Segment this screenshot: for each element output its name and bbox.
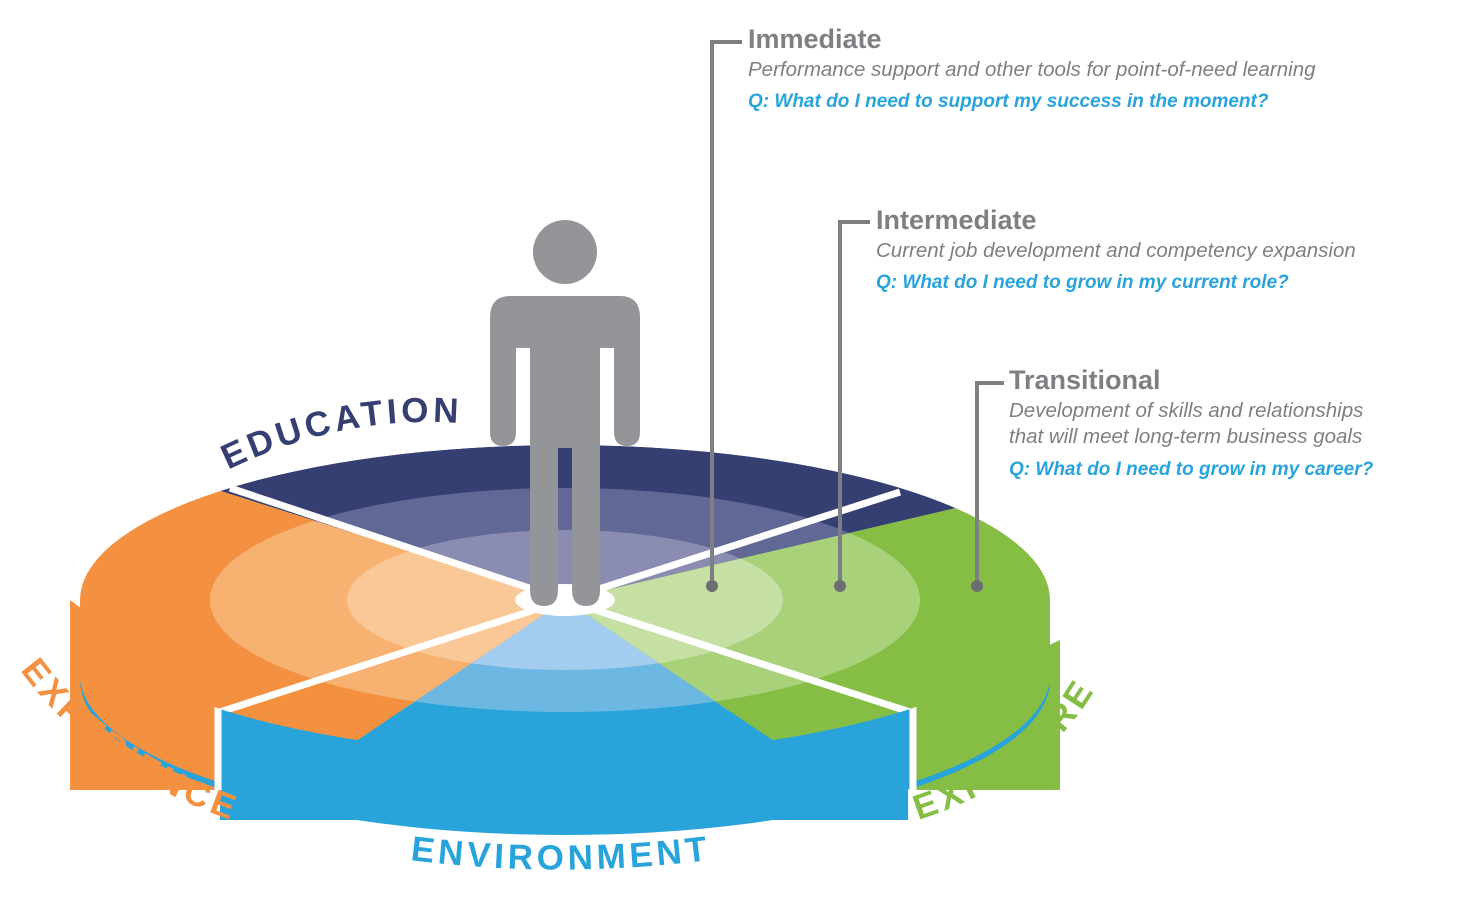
marker-transitional <box>971 580 983 592</box>
label-environment: ENVIRONMENT <box>409 829 709 878</box>
callout-title: Immediate <box>748 24 882 54</box>
marker-immediate <box>706 580 718 592</box>
callout-question: Q: What do I need to grow in my career? <box>1009 458 1374 480</box>
callout-question: Q: What do I need to grow in my current … <box>876 272 1289 294</box>
leader-line-transitional <box>975 381 1004 585</box>
callout-question: Q: What do I need to support my success … <box>748 91 1269 113</box>
callout-description: Development of skills and relationships … <box>1009 398 1364 449</box>
callout-transitional: Transitional Development of skills and r… <box>1009 365 1374 481</box>
leader-line-immediate <box>710 40 742 585</box>
callout-title: Transitional <box>1009 365 1161 395</box>
callout-intermediate: Intermediate Current job development and… <box>876 205 1356 294</box>
marker-intermediate <box>834 580 846 592</box>
svg-text:ENVIRONMENT: ENVIRONMENT <box>409 829 713 878</box>
person-icon <box>490 220 640 606</box>
callout-description: Performance support and other tools for … <box>748 57 1316 81</box>
disc-side <box>80 600 1050 835</box>
leader-line-intermediate <box>838 220 870 585</box>
callout-immediate: Immediate Performance support and other … <box>748 24 1316 113</box>
callout-description: Current job development and competency e… <box>876 238 1356 262</box>
callout-title: Intermediate <box>876 205 1037 235</box>
